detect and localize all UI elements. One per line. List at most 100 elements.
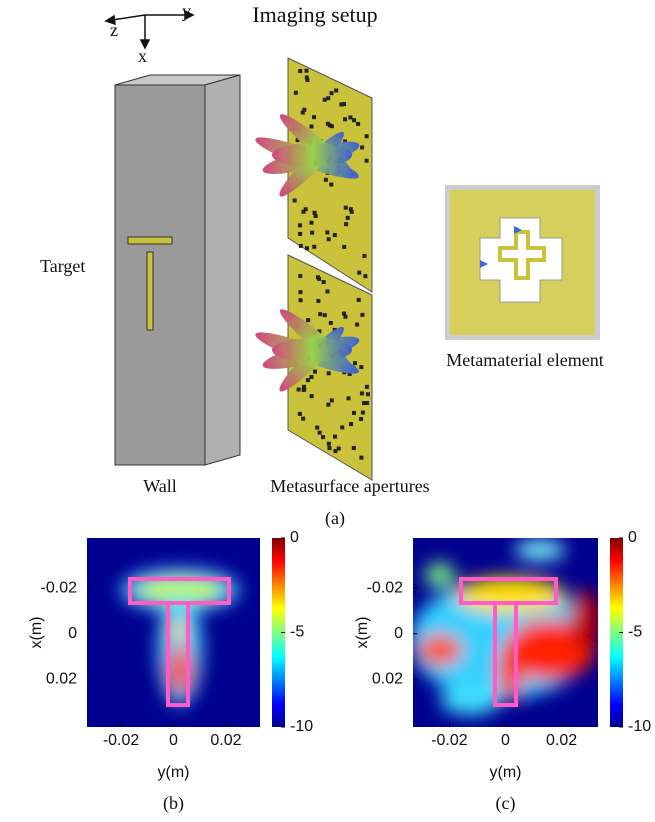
aperture-cell xyxy=(298,412,302,416)
aperture-cell xyxy=(313,211,317,215)
aperture-cell xyxy=(298,274,302,278)
aperture-cell xyxy=(359,417,363,421)
aperture-cell xyxy=(340,425,344,429)
aperture-cell xyxy=(299,298,303,302)
aperture-cell xyxy=(302,210,306,214)
aperture-cell xyxy=(324,178,328,182)
aperture-cell xyxy=(357,298,361,302)
aperture-cell xyxy=(306,318,310,322)
aperture-cell xyxy=(343,117,347,121)
aperture-cell xyxy=(306,378,310,382)
aperture-cell xyxy=(352,446,356,450)
wall xyxy=(115,75,240,465)
aperture-cell xyxy=(309,375,313,379)
element-label: Metamaterial element xyxy=(446,350,603,370)
heatmap-image xyxy=(410,538,600,727)
aperture-cell xyxy=(337,447,341,451)
aperture-cell xyxy=(316,299,320,303)
x-tick-label: 0.02 xyxy=(546,732,577,749)
aperture-cell xyxy=(310,231,314,235)
aperture-cell xyxy=(310,125,314,129)
aperture-cell xyxy=(293,198,297,202)
caption: (b) xyxy=(163,793,184,814)
aperture-cell xyxy=(344,206,348,210)
aperture-cell xyxy=(312,115,316,119)
aperture-cell xyxy=(329,321,333,325)
aperture-cell xyxy=(348,115,352,119)
aperture-cell xyxy=(327,237,331,241)
aperture-cell xyxy=(329,183,333,187)
aperture-cell xyxy=(365,134,369,138)
aperture-cell xyxy=(363,274,367,278)
aperture-cell xyxy=(355,323,359,327)
aperture-cell xyxy=(346,216,350,220)
aperture-cell xyxy=(353,361,357,365)
aperture-cell xyxy=(359,365,363,369)
x-tick-label: -0.02 xyxy=(103,732,140,749)
aperture-cell xyxy=(352,411,356,415)
title: Imaging setup xyxy=(252,2,377,27)
aperture-cell xyxy=(352,118,356,122)
colorbar-tick-label: 0 xyxy=(628,529,637,546)
y-tick-label: 0.02 xyxy=(372,670,403,687)
aperture-cell xyxy=(343,315,347,319)
aperture-cell xyxy=(298,232,302,236)
figure: z x y Imaging setup Target Wall Metasurf… xyxy=(0,0,655,822)
aperture-cell xyxy=(361,411,365,415)
aperture-cell xyxy=(328,123,332,127)
y-tick-label: -0.02 xyxy=(41,579,78,596)
aperture-cell xyxy=(317,277,321,281)
heatmap-image xyxy=(87,538,260,727)
caption: (c) xyxy=(496,793,516,814)
x-axis-label: y(m) xyxy=(158,764,190,781)
aperture-cell xyxy=(330,91,334,95)
aperture-cell xyxy=(305,75,309,79)
colorbar-tick-label: -5 xyxy=(290,624,304,641)
aperture-cell xyxy=(357,271,361,275)
aperture-cell xyxy=(298,223,302,227)
aperture-cell xyxy=(323,313,327,317)
axis-y: y xyxy=(182,1,191,21)
aperture-cell xyxy=(326,403,330,407)
aperture-cell xyxy=(318,312,322,316)
aperture-cell xyxy=(359,456,363,460)
aperture-cell xyxy=(301,417,305,421)
axis-triad xyxy=(106,11,193,48)
aperture-cell xyxy=(333,233,337,237)
aperture-cell xyxy=(362,254,366,258)
aperture-cell xyxy=(360,391,364,395)
aperture-cell xyxy=(294,91,298,95)
aperture-cell xyxy=(360,145,364,149)
y-tick-label: 0 xyxy=(394,625,403,642)
aperture-cell xyxy=(302,385,306,389)
aperture-cell xyxy=(365,385,369,389)
aperture-cell xyxy=(366,392,370,396)
colorbar-tick-label: -10 xyxy=(628,718,651,735)
y-tick-label: -0.02 xyxy=(367,579,404,596)
aperture-cell xyxy=(318,431,322,435)
aperture-cell xyxy=(326,96,330,100)
aperture-cell xyxy=(325,230,329,234)
aperture-cell xyxy=(333,435,337,439)
aperture-cell xyxy=(309,221,313,225)
apertures-label: Metasurface apertures xyxy=(270,476,429,496)
aperture-cell xyxy=(298,290,302,294)
aperture-cell xyxy=(305,69,309,73)
aperture-cell xyxy=(310,394,314,398)
aperture-cell xyxy=(313,370,317,374)
aperture-cell xyxy=(321,435,325,439)
aperture-cell xyxy=(323,98,327,102)
aperture-cell xyxy=(349,207,353,211)
y-tick-label: 0 xyxy=(68,625,77,642)
aperture-cell xyxy=(349,422,353,426)
aperture-cell xyxy=(356,122,360,126)
y-axis-label: x(m) xyxy=(28,617,45,649)
aperture-cell xyxy=(334,89,338,93)
aperture-cell xyxy=(346,396,350,400)
x-tick-label: 0 xyxy=(169,732,178,749)
y-tick-label: 0.02 xyxy=(46,670,77,687)
target-label: Target xyxy=(40,256,85,276)
apertures xyxy=(252,58,372,480)
aperture-cell xyxy=(299,244,303,248)
aperture-cell xyxy=(325,289,329,293)
